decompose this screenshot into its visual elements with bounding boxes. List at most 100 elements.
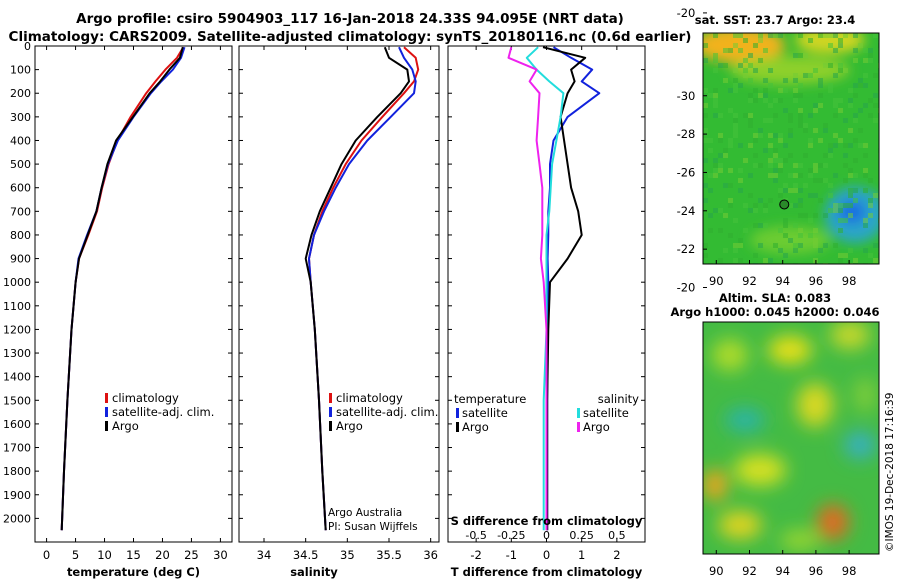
- sla-anomaly-blob: [853, 377, 877, 413]
- y-tick-label: 2000: [3, 512, 31, 525]
- legend-title-temperature: temperature: [454, 392, 526, 406]
- sst-lon-label: 94: [775, 274, 790, 288]
- sla-lat-label: -30: [677, 89, 696, 103]
- temperature-panel: 0100200300400500600700800900100011001200…: [3, 40, 233, 579]
- x-tick-label: -2: [470, 548, 481, 562]
- sla-lat-label: -24: [677, 204, 696, 218]
- sla-map-title-1: Altim. SLA: 0.083: [718, 291, 832, 305]
- x-tick-label-salinity: -0.25: [497, 529, 525, 542]
- x-tick-label: 36: [423, 548, 438, 562]
- y-tick-label: 600: [10, 182, 31, 195]
- sst-map-frame: [702, 32, 880, 265]
- x-tick-label: 20: [155, 548, 170, 562]
- legend-swatch: [577, 422, 580, 432]
- imos-timestamp: ©IMOS 19-Dec-2018 17:16:39: [884, 392, 896, 552]
- y-tick-label: 1100: [3, 300, 31, 313]
- map-axes: 90909292949496969898-20-20-22-22-24-24-2…: [677, 6, 880, 578]
- sla-anomaly-blob: [797, 383, 833, 427]
- sst-map-title: sat. SST: 23.7 Argo: 23.4: [694, 13, 856, 27]
- y-tick-label: 400: [10, 134, 31, 147]
- legend-label: climatology: [112, 391, 179, 405]
- sla-anomaly-blob: [712, 339, 748, 371]
- y-tick-label: 800: [10, 229, 31, 242]
- credit-line1: Argo Australia: [328, 507, 403, 519]
- sla-anomaly-blob: [725, 408, 765, 432]
- x-tick-label: 25: [184, 548, 199, 562]
- y-tick-label: 1000: [3, 276, 31, 289]
- sla-anomaly-blob: [830, 322, 870, 349]
- sla-anomaly-blob: [768, 336, 812, 364]
- y-tick-label: 1900: [3, 489, 31, 502]
- sst-warm-patch: [703, 33, 785, 63]
- sla-lon-label: 98: [842, 564, 857, 578]
- x-tick-label: -1: [506, 548, 517, 562]
- plot-frame: [34, 45, 233, 543]
- x-tick-label: 0: [43, 548, 50, 562]
- legend-label: satellite-adj. clim.: [112, 405, 214, 419]
- y-tick-label: 200: [10, 87, 31, 100]
- x-tick-label: 34.5: [293, 548, 319, 562]
- legend-label: Argo: [336, 419, 363, 433]
- x-tick-label: 34: [257, 548, 272, 562]
- legend-swatch: [105, 421, 108, 431]
- x-tick-label: 15: [126, 548, 141, 562]
- y-tick-label: 1400: [3, 371, 31, 384]
- y-tick-label: 1600: [3, 418, 31, 431]
- series-argo: [60, 46, 184, 531]
- salinity-panel: 34 34.5 35 35.5 36 salinity climatologysatelli…: [238, 45, 440, 579]
- sla-map-frame: [702, 321, 880, 555]
- sla-lon-label: 92: [742, 564, 757, 578]
- y-tick-label: 1500: [3, 394, 31, 407]
- sst-lon-label: 96: [809, 274, 824, 288]
- x-axis-label: temperature (deg C): [67, 565, 200, 579]
- legend-title-salinity: salinity: [598, 392, 639, 406]
- x-axis-label: salinity: [290, 565, 338, 579]
- profile-title-line1: Argo profile: csiro 5904903_117 16-Jan-2…: [76, 11, 624, 27]
- legend-swatch: [329, 407, 332, 417]
- sla-profile-marker: [779, 199, 790, 210]
- difference-panel: -2 -1 0 1 2 T difference from climatology temp…: [447, 45, 646, 579]
- x-tick-label: 10: [97, 548, 112, 562]
- legend-label: Argo: [462, 420, 489, 434]
- x-tick-label-salinity: 0: [543, 529, 550, 542]
- map-panels: 90909292949496969898-20-20-22-22-24-24-2…: [677, 6, 880, 578]
- series-argo: [304, 46, 410, 531]
- legend-label: climatology: [336, 391, 403, 405]
- y-tick-label: 300: [10, 111, 31, 124]
- plot-frame: [238, 45, 440, 543]
- x-axis-label-salinity: S difference from climatology: [451, 514, 643, 528]
- sla-lat-label: -26: [677, 165, 696, 179]
- series-s-argo: [507, 46, 548, 531]
- legend-swatch: [456, 422, 459, 432]
- x-tick-label: 2: [613, 548, 620, 562]
- sla-lat-label: -20: [677, 280, 696, 294]
- legend-label: satellite-adj. clim.: [336, 405, 438, 419]
- legend-swatch: [456, 408, 459, 418]
- legend-label: Argo: [583, 420, 610, 434]
- y-tick-label: 1700: [3, 442, 31, 455]
- x-tick-label-salinity: 0.25: [569, 529, 594, 542]
- y-tick-label: 1800: [3, 465, 31, 478]
- x-tick-label: 5: [72, 548, 79, 562]
- x-tick-label: 35.5: [376, 548, 402, 562]
- legend-swatch: [329, 421, 332, 431]
- x-tick-label-salinity: 0.5: [608, 529, 626, 542]
- sla-patterns: [703, 322, 877, 550]
- x-tick-label: 35: [340, 548, 355, 562]
- legend-swatch: [105, 407, 108, 417]
- sla-anomaly-blob: [817, 504, 849, 540]
- legend-label: satellite: [462, 406, 508, 420]
- y-tick-label: 0: [24, 40, 31, 53]
- sla-lat-label: -22: [677, 242, 696, 256]
- legend-swatch: [329, 393, 332, 403]
- profile-title-line2: Climatology: CARS2009. Satellite-adjuste…: [8, 29, 692, 45]
- sla-map: [703, 322, 879, 554]
- sst-lon-label: 98: [842, 274, 857, 288]
- sst-map: [703, 33, 879, 264]
- sst-lon-label: 92: [742, 274, 757, 288]
- x-tick-label: 30: [213, 548, 228, 562]
- y-tick-label: 700: [10, 205, 31, 218]
- sst-lat-label: -20: [677, 6, 696, 20]
- sla-lon-label: 90: [709, 564, 724, 578]
- x-tick-label-salinity: -0.5: [465, 529, 486, 542]
